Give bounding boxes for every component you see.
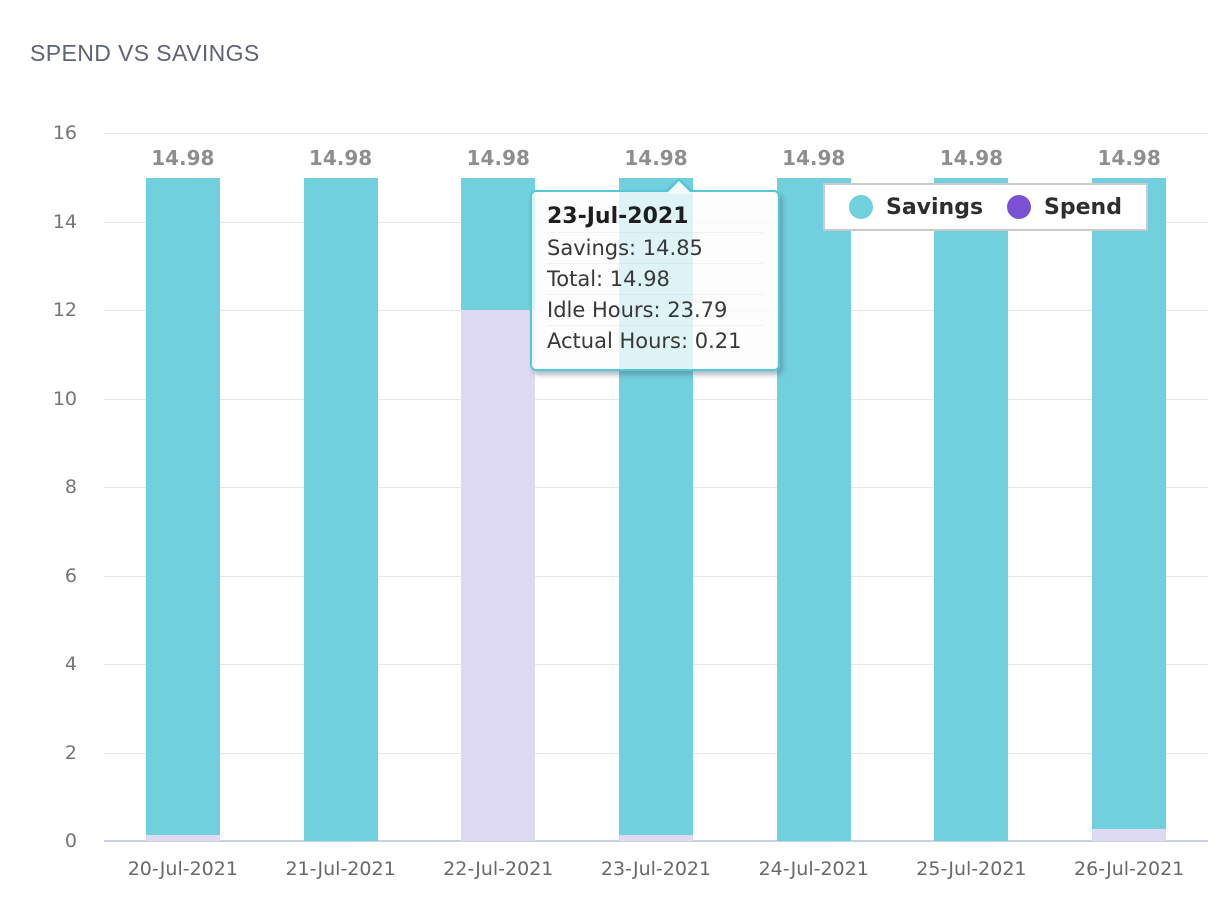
tooltip-row: Actual Hours: 0.21 — [547, 325, 763, 356]
x-axis-label: 26-Jul-2021 — [1074, 858, 1185, 880]
bar-total-label: 14.98 — [939, 146, 1004, 170]
spend-marker-icon — [1007, 195, 1032, 219]
bar-total-label: 14.98 — [624, 146, 688, 170]
x-axis-label: 20-Jul-2021 — [127, 858, 238, 880]
tooltip-title: 23-Jul-2021 — [547, 204, 689, 229]
bar-spend-segment[interactable] — [1092, 828, 1167, 841]
bar-spend-segment[interactable] — [619, 835, 693, 841]
y-axis-label: 0 — [64, 830, 77, 852]
y-axis-label: 10 — [52, 387, 77, 410]
x-axis-label: 24-Jul-2021 — [758, 858, 869, 880]
y-axis-label: 14 — [52, 210, 77, 233]
bar-total-label: 14.98 — [466, 146, 530, 170]
bar-total-label: 14.98 — [782, 146, 846, 170]
y-axis-label: 16 — [52, 122, 77, 144]
y-axis-label: 6 — [64, 564, 77, 587]
bar-savings-segment[interactable] — [461, 178, 536, 310]
bar-savings-segment[interactable] — [776, 178, 851, 841]
tooltip: 23-Jul-2021 Savings: 14.85 Total: 14.98 Id… — [530, 178, 780, 371]
tooltip-arrow-icon — [666, 181, 692, 194]
bar-spend-segment[interactable] — [145, 834, 220, 841]
bar-total-label: 14.98 — [151, 146, 215, 170]
bar-savings-segment[interactable] — [145, 178, 220, 835]
bar-spend-segment[interactable] — [461, 310, 536, 841]
legend-item-spend[interactable]: Spend — [1007, 195, 1122, 220]
tooltip-row: Total: 14.98 — [547, 263, 763, 294]
tooltip-row: Idle Hours: 23.79 — [547, 294, 763, 325]
x-axis-label: 23-Jul-2021 — [600, 858, 712, 880]
bar-total-label: 14.98 — [308, 146, 373, 170]
bar-total-label: 14.98 — [1097, 146, 1161, 170]
x-axis-label: 21-Jul-2021 — [285, 858, 396, 880]
bar-savings-segment[interactable] — [1092, 178, 1167, 829]
chart-legend: Savings Spend — [823, 183, 1148, 231]
bar-savings-segment[interactable] — [934, 178, 1009, 841]
tooltip-row: Savings: 14.85 — [547, 232, 763, 263]
y-axis-label: 2 — [64, 741, 77, 764]
x-axis-label: 22-Jul-2021 — [443, 858, 554, 880]
page-title: SPEND VS SAVINGS — [30, 40, 260, 66]
y-axis-label: 12 — [52, 299, 77, 321]
legend-label-savings: Savings — [885, 194, 984, 220]
y-gridline — [104, 133, 1208, 134]
legend-item-savings[interactable]: Savings — [848, 194, 984, 220]
bar-savings-segment[interactable] — [303, 178, 378, 841]
x-axis-line — [104, 840, 1208, 842]
legend-label-spend: Spend — [1044, 194, 1122, 220]
y-axis-label: 4 — [64, 653, 77, 675]
x-axis-label: 25-Jul-2021 — [916, 858, 1027, 880]
y-axis-label: 8 — [64, 476, 77, 498]
savings-marker-icon — [848, 195, 873, 219]
